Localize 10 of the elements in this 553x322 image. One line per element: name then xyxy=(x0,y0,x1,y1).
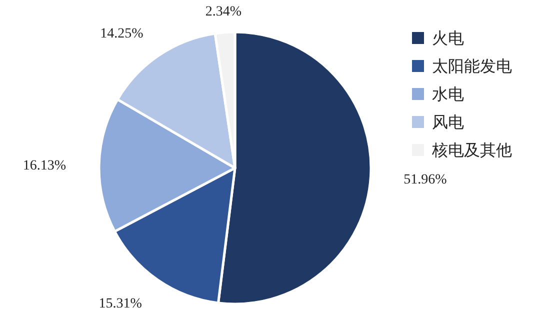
data-label: 14.25% xyxy=(100,26,144,42)
legend-label: 风电 xyxy=(432,112,464,132)
legend-label: 太阳能发电 xyxy=(432,56,512,76)
data-label: 51.96% xyxy=(404,172,448,188)
legend-label: 水电 xyxy=(432,84,464,104)
data-label: 16.13% xyxy=(22,158,66,174)
data-label: 15.31% xyxy=(98,296,142,312)
legend-label: 火电 xyxy=(432,28,464,48)
legend-label: 核电及其他 xyxy=(431,140,512,160)
data-label: 2.34% xyxy=(205,4,242,20)
